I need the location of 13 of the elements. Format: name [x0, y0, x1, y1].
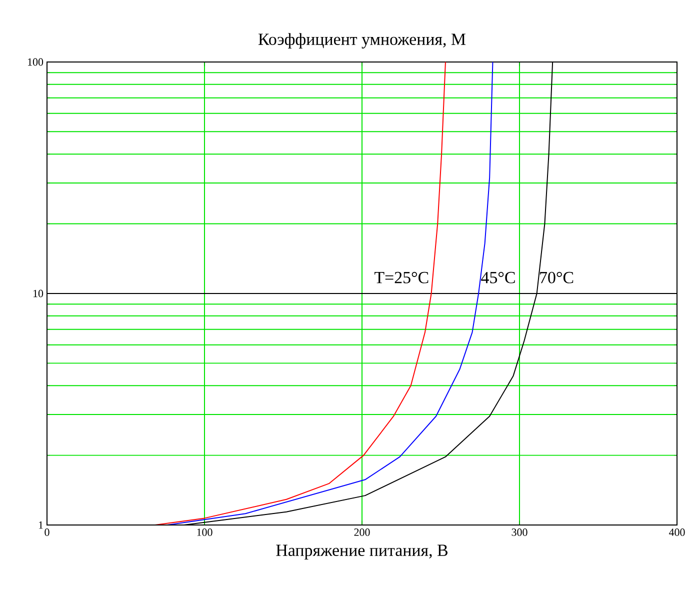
x-tick-label: 400 — [669, 528, 685, 536]
x-tick-label: 100 — [197, 528, 212, 536]
chart-title: Коэффициент умножения, M — [258, 33, 466, 48]
x-tick-label: 0 — [44, 528, 50, 536]
x-tick-label: 200 — [354, 528, 370, 536]
series-label: T=25°C — [374, 272, 428, 284]
y-tick-label: 10 — [33, 290, 44, 298]
y-tick-label: 100 — [28, 58, 44, 66]
x-tick-label: 300 — [512, 528, 528, 536]
series-label: 45°C — [481, 272, 515, 284]
x-axis-title: Напряжение питания, В — [276, 544, 448, 560]
series-label: 70°C — [540, 272, 574, 284]
y-tick-label: 1 — [38, 521, 43, 529]
